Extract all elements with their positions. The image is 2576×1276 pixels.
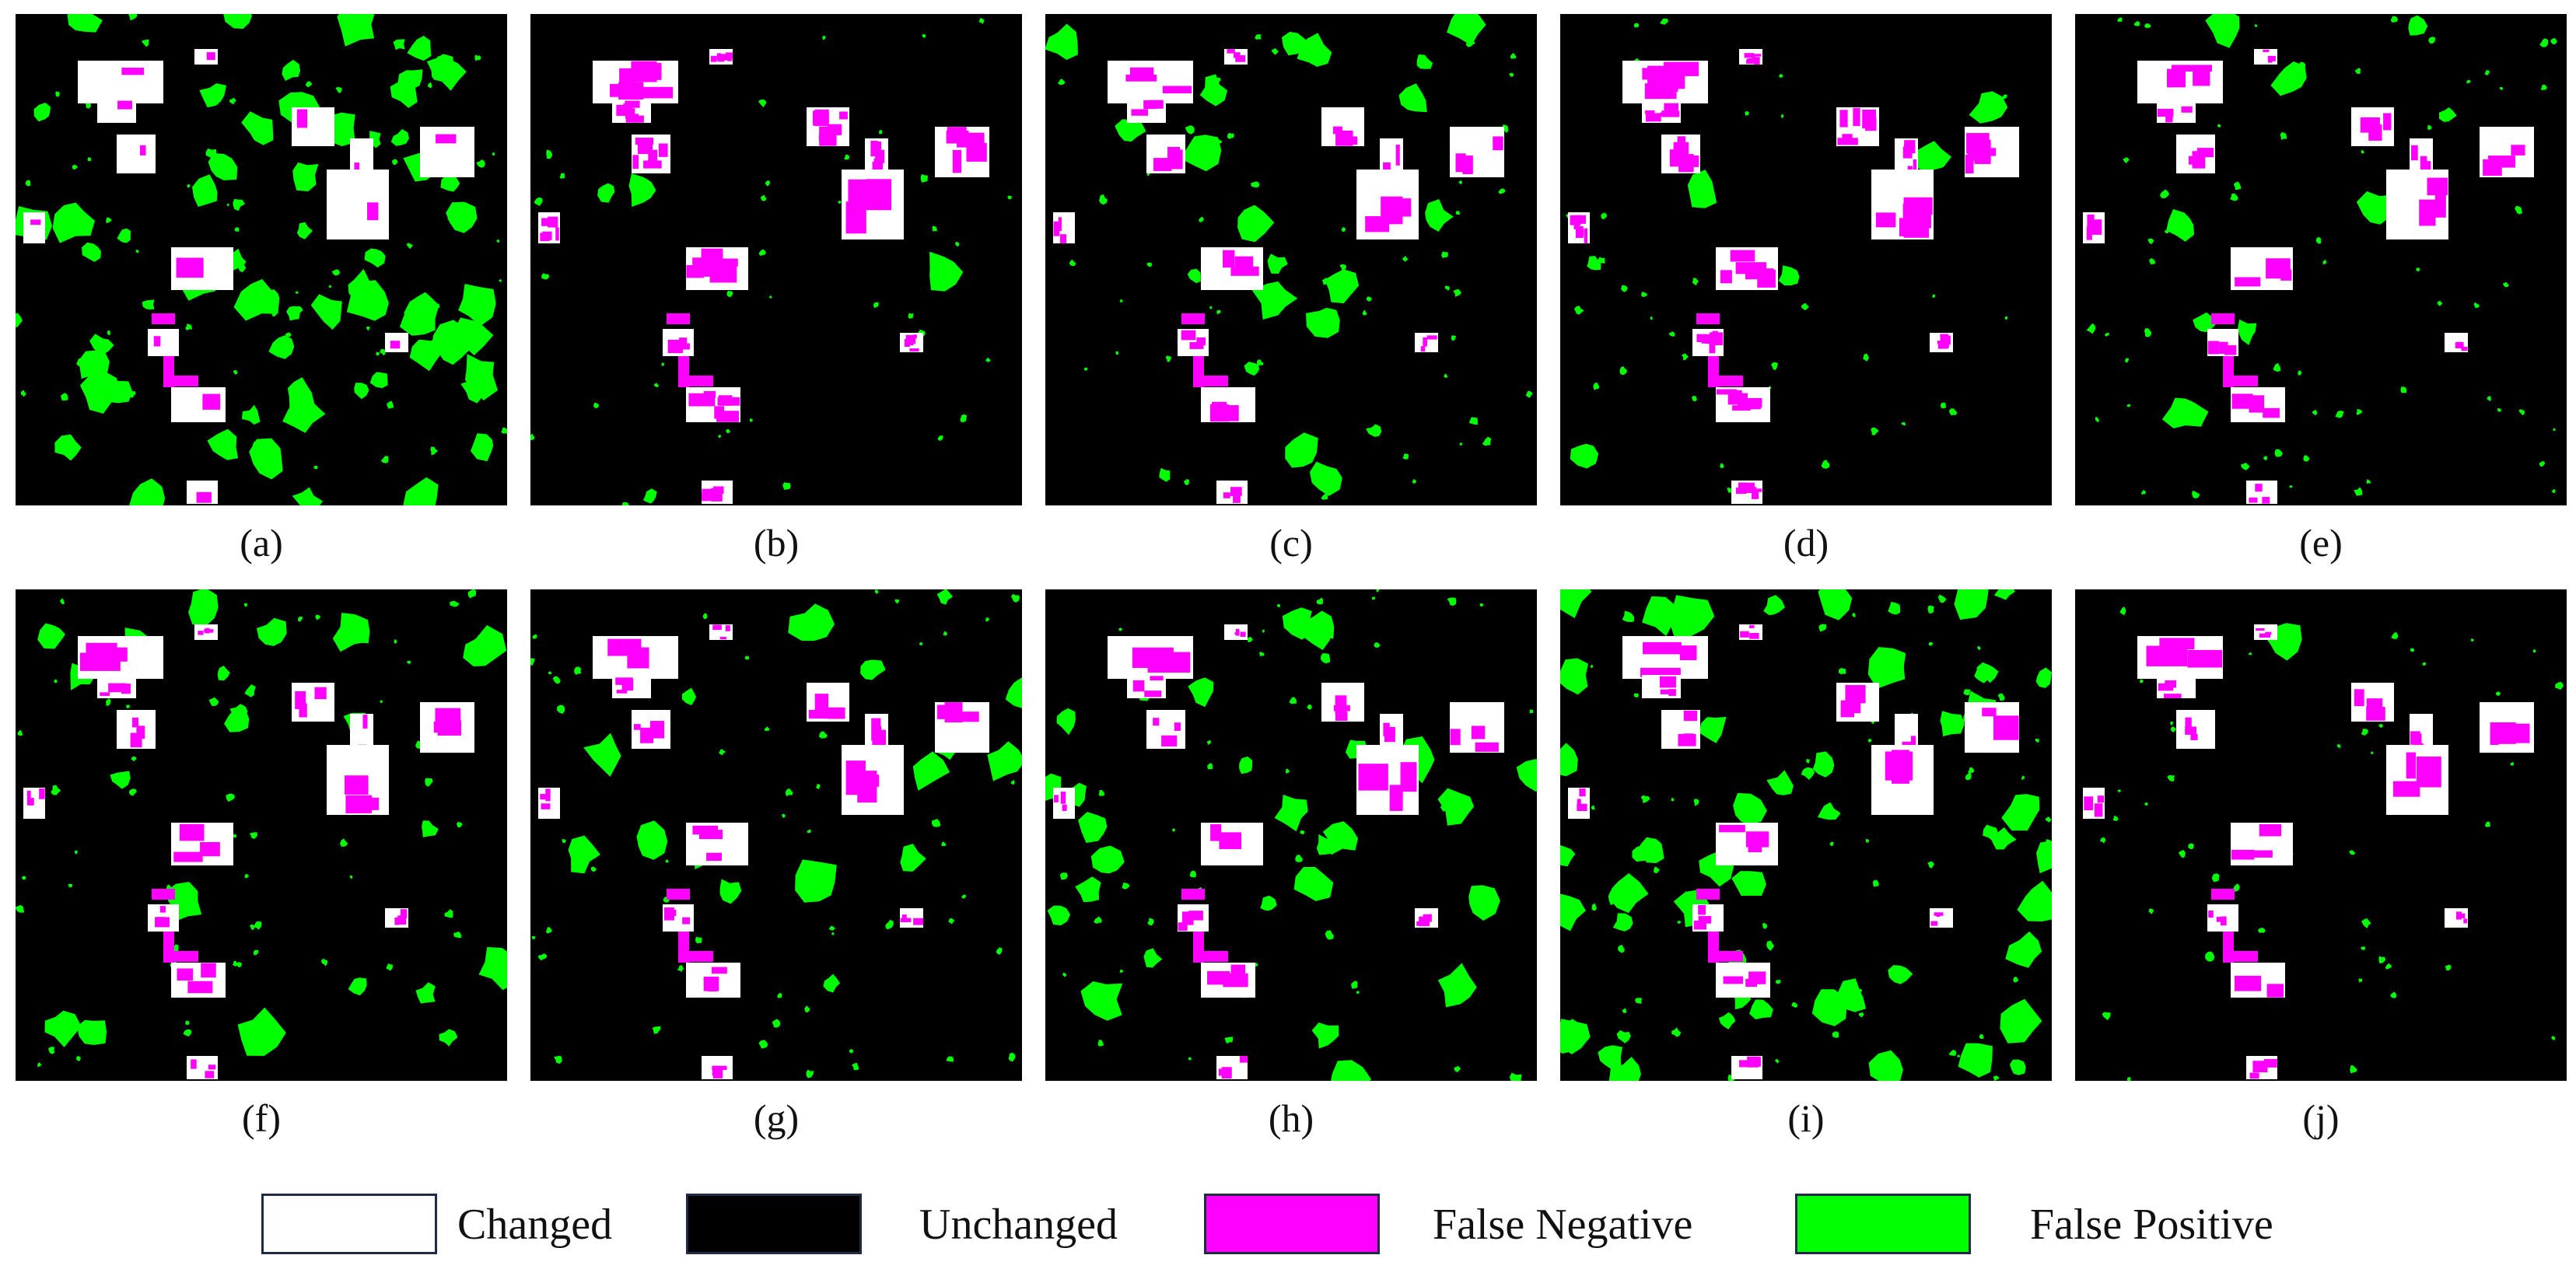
caption-f: (f): [242, 1096, 281, 1140]
panel-f: [16, 589, 507, 1081]
panel-i: [1560, 589, 2052, 1081]
panel-e: [2075, 14, 2567, 505]
caption-b: (b): [753, 521, 800, 565]
panel-g: [530, 589, 1022, 1081]
change-map-b: [530, 17, 1013, 505]
legend-swatch-changed: [261, 1194, 437, 1254]
panel-a: [16, 14, 507, 505]
change-map-i: [1560, 589, 2052, 1081]
caption-e: (e): [2299, 521, 2343, 565]
legend-label-changed: Changed: [457, 1201, 613, 1249]
change-map-f: [16, 589, 507, 1079]
caption-d: (d): [1783, 521, 1829, 565]
panel-d: [1560, 14, 2052, 505]
change-map-a: [16, 14, 507, 505]
change-map-j: [2083, 607, 2564, 1081]
change-map-d: [1566, 18, 2019, 504]
change-map-c: [1045, 14, 1533, 504]
legend-swatch-false-negative: [1204, 1194, 1380, 1254]
legend-label-false-positive: False Positive: [2030, 1201, 2273, 1249]
legend-swatch-unchanged: [686, 1194, 862, 1254]
legend-label-false-negative: False Negative: [1433, 1201, 1693, 1249]
change-map-g: [530, 589, 1022, 1079]
caption-a: (a): [240, 521, 283, 565]
panel-j: [2075, 589, 2567, 1081]
panel-c: [1045, 14, 1537, 505]
panel-h: [1045, 589, 1537, 1081]
change-map-e: [2083, 14, 2557, 504]
caption-h: (h): [1268, 1096, 1314, 1140]
panel-b: [530, 14, 1022, 505]
caption-g: (g): [753, 1096, 800, 1140]
legend-swatch-false-positive: [1795, 1194, 1971, 1254]
legend-label-unchanged: Unchanged: [919, 1201, 1118, 1249]
caption-c: (c): [1269, 521, 1313, 565]
caption-j: (j): [2302, 1096, 2340, 1140]
caption-i: (i): [1787, 1096, 1825, 1140]
change-map-h: [1045, 589, 1537, 1081]
